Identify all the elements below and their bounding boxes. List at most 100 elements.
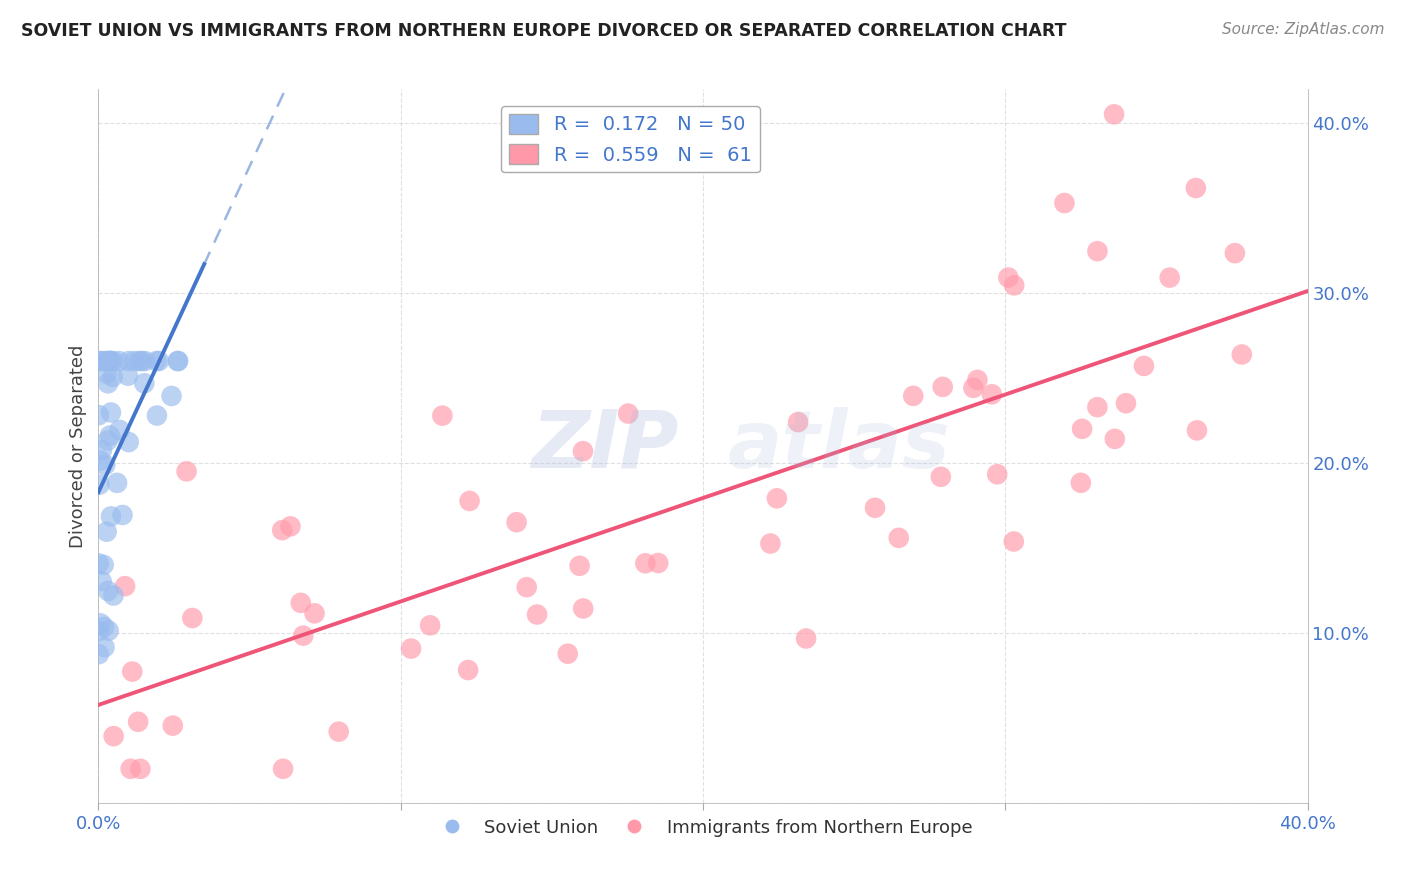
Point (617, 407, 640, 421)
Point (89, 477, 111, 491)
Point (100, 405, 122, 419)
Point (100, 509, 122, 524)
Point (766, 491, 789, 506)
Text: atlas: atlas (727, 407, 950, 485)
Point (432, 409, 454, 423)
Point (1133, 359, 1156, 373)
Point (98, 354, 121, 368)
Point (271, 762, 294, 776)
Point (120, 762, 142, 776)
Point (131, 354, 153, 368)
Point (290, 596, 312, 610)
Point (419, 618, 441, 632)
Point (97, 376, 120, 391)
Point (97, 434, 120, 448)
Point (932, 380, 955, 394)
Point (1070, 475, 1092, 490)
Point (1159, 270, 1181, 285)
Point (966, 373, 988, 387)
Point (887, 531, 910, 545)
Point (98, 428, 121, 442)
Point (458, 494, 481, 508)
Point (94, 354, 117, 368)
Point (96, 524, 118, 539)
Point (124, 354, 146, 368)
Point (1104, 432, 1126, 446)
Point (91, 442, 114, 457)
Text: Source: ZipAtlas.com: Source: ZipAtlas.com (1222, 22, 1385, 37)
Point (1102, 107, 1125, 121)
Point (1185, 424, 1208, 438)
Point (90, 354, 112, 368)
Point (128, 354, 150, 368)
Point (1230, 347, 1253, 361)
Point (103, 589, 125, 603)
Point (292, 629, 315, 643)
Point (160, 389, 183, 403)
Point (127, 714, 149, 729)
Point (129, 762, 152, 776)
Point (87, 557, 110, 571)
Point (97, 354, 120, 368)
Point (148, 354, 170, 368)
Point (145, 354, 167, 368)
Point (647, 556, 669, 570)
Point (89, 354, 111, 368)
Point (1185, 181, 1208, 195)
Point (114, 579, 136, 593)
Point (457, 663, 479, 677)
Point (89, 616, 111, 631)
Point (399, 641, 422, 656)
Point (96, 367, 118, 381)
Point (1071, 422, 1094, 436)
Point (101, 370, 124, 384)
Point (1002, 534, 1025, 549)
Point (93, 620, 115, 634)
Point (1085, 400, 1108, 414)
Point (328, 724, 350, 739)
Legend: Soviet Union, Immigrants from Northern Europe: Soviet Union, Immigrants from Northern E… (426, 812, 980, 844)
Point (111, 508, 134, 522)
Point (87, 408, 110, 422)
Point (986, 467, 1008, 482)
Point (634, 556, 657, 570)
Point (97, 584, 120, 599)
Point (516, 580, 538, 594)
Point (929, 470, 952, 484)
Point (98, 354, 121, 368)
Point (759, 536, 782, 550)
Point (1087, 244, 1109, 259)
Point (87, 647, 110, 661)
Point (181, 611, 204, 625)
Point (89, 453, 111, 467)
Point (93, 640, 115, 655)
Point (103, 729, 125, 743)
Point (997, 270, 1019, 285)
Point (1223, 246, 1246, 260)
Point (1002, 278, 1025, 293)
Point (568, 558, 591, 573)
Point (980, 387, 1002, 401)
Point (167, 354, 190, 368)
Point (166, 354, 188, 368)
Point (162, 718, 184, 732)
Point (134, 354, 156, 368)
Point (118, 354, 141, 368)
Point (1053, 196, 1076, 211)
Point (863, 500, 886, 515)
Point (90, 574, 112, 589)
Point (176, 464, 198, 478)
Point (98, 354, 121, 368)
Point (572, 601, 595, 615)
Point (117, 368, 139, 383)
Point (108, 423, 131, 437)
Point (903, 389, 925, 403)
Point (118, 435, 141, 450)
Point (93, 558, 115, 572)
Point (87, 624, 110, 639)
Point (572, 444, 595, 458)
Point (557, 647, 579, 661)
Point (146, 409, 169, 423)
Point (105, 475, 128, 490)
Point (526, 607, 548, 622)
